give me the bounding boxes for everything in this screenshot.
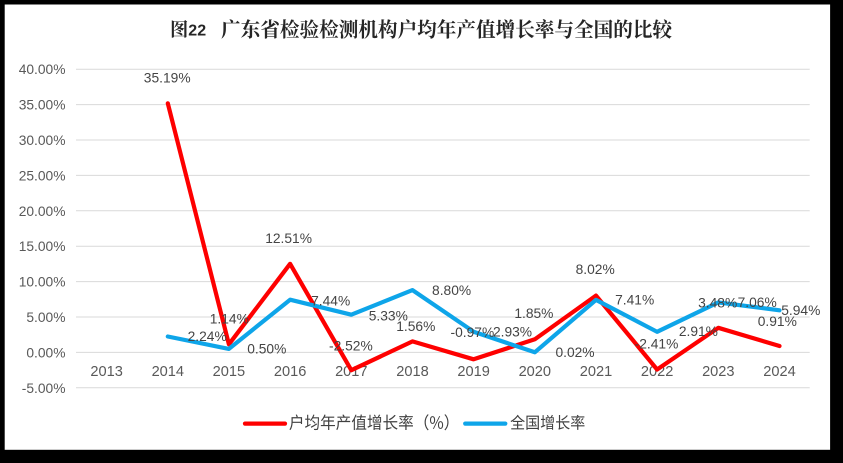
- svg-text:5.94%: 5.94%: [781, 303, 820, 318]
- svg-text:2016: 2016: [274, 364, 306, 380]
- svg-text:2014: 2014: [152, 364, 184, 380]
- svg-text:15.00%: 15.00%: [19, 239, 66, 254]
- svg-text:7.06%: 7.06%: [738, 295, 777, 310]
- svg-text:22: 22: [188, 23, 206, 40]
- svg-text:1.85%: 1.85%: [514, 306, 553, 321]
- svg-text:35.19%: 35.19%: [144, 71, 191, 86]
- svg-text:1.56%: 1.56%: [396, 319, 435, 334]
- svg-text:8.02%: 8.02%: [576, 262, 615, 277]
- svg-text:2020: 2020: [519, 364, 551, 380]
- svg-text:8.80%: 8.80%: [432, 283, 471, 298]
- svg-text:35.00%: 35.00%: [19, 98, 66, 113]
- svg-text:2.93%: 2.93%: [493, 324, 532, 339]
- svg-text:2013: 2013: [90, 364, 122, 380]
- svg-text:2018: 2018: [396, 364, 428, 380]
- svg-text:0.91%: 0.91%: [758, 314, 797, 329]
- svg-text:-2.41%: -2.41%: [635, 337, 679, 352]
- svg-text:2015: 2015: [213, 364, 245, 380]
- svg-text:25.00%: 25.00%: [19, 168, 66, 183]
- svg-text:2019: 2019: [457, 364, 489, 380]
- svg-text:2024: 2024: [763, 364, 795, 380]
- svg-text:7.41%: 7.41%: [615, 292, 654, 307]
- svg-text:40.00%: 40.00%: [19, 62, 66, 77]
- svg-text:1.14%: 1.14%: [210, 312, 249, 327]
- svg-text:2021: 2021: [580, 364, 612, 380]
- svg-text:2023: 2023: [702, 364, 734, 380]
- svg-text:30.00%: 30.00%: [19, 133, 66, 148]
- svg-text:12.51%: 12.51%: [265, 231, 312, 246]
- svg-text:2.91%: 2.91%: [679, 324, 718, 339]
- svg-text:0.02%: 0.02%: [555, 345, 594, 360]
- svg-text:20.00%: 20.00%: [19, 204, 66, 219]
- svg-text:-0.97%: -0.97%: [451, 325, 495, 340]
- svg-text:-2.52%: -2.52%: [329, 338, 373, 353]
- svg-text:2.24%: 2.24%: [188, 329, 227, 344]
- svg-text:2022: 2022: [641, 364, 673, 380]
- svg-text:5.00%: 5.00%: [26, 310, 65, 325]
- svg-text:10.00%: 10.00%: [19, 275, 66, 290]
- svg-text:0.50%: 0.50%: [247, 342, 286, 357]
- svg-text:-5.00%: -5.00%: [22, 381, 66, 396]
- svg-text:0.00%: 0.00%: [26, 345, 65, 360]
- svg-text:3.48%: 3.48%: [698, 296, 737, 311]
- svg-text:7.44%: 7.44%: [311, 293, 350, 308]
- svg-text:5.33%: 5.33%: [369, 308, 408, 323]
